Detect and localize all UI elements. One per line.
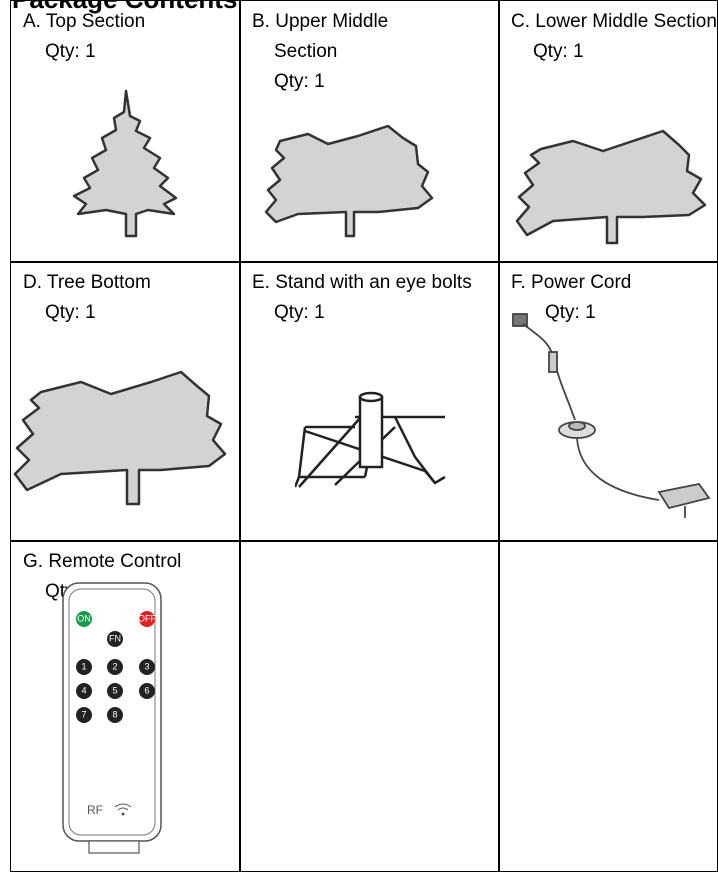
empty-cell [239, 540, 500, 872]
button-label: 3 [144, 661, 149, 671]
rf-label: RF [87, 803, 103, 817]
button-label: FN [109, 633, 121, 643]
button-label: 5 [112, 685, 117, 695]
label: F. Power Cord [511, 272, 632, 293]
cell-text: D. Tree Bottom Qty: 1 [23, 268, 151, 328]
button-label: OFF [138, 613, 156, 623]
remote-icon: ON OFF FN 1 2 3 4 5 6 7 8 RF [62, 582, 162, 854]
power-cord-icon [512, 313, 711, 518]
cell-text: B. Upper Middle Section Qty: 1 [252, 7, 454, 97]
top-section-icon [72, 89, 178, 238]
label: D. Tree Bottom [23, 272, 151, 293]
cell-text: F. Power Cord Qty: 1 [511, 268, 718, 328]
label: C. Lower Middle Section [511, 11, 717, 32]
button-label: 4 [81, 685, 86, 695]
qty: Qty: 1 [533, 41, 584, 62]
button-label: 1 [81, 661, 86, 671]
label: B. Upper Middle Section [252, 11, 389, 62]
button-label: 6 [144, 685, 149, 695]
cell-text: C. Lower Middle Section Qty: 1 [511, 7, 718, 67]
qty: Qty: 1 [274, 302, 325, 323]
title: Package Contents [12, 0, 237, 15]
empty-cell [498, 540, 718, 872]
qty: Qty: 1 [274, 71, 325, 92]
label: E. Stand with an eye bolts [252, 272, 472, 293]
label: A. Top Section [23, 11, 146, 32]
cell: A. Top Section Qty: 1 [10, 0, 241, 263]
cell-text: E. Stand with an eye bolts Qty: 1 [252, 268, 484, 328]
button-label: 2 [112, 661, 117, 671]
cell-text: A. Top Section Qty: 1 [23, 7, 145, 67]
cell: F. Power Cord Qty: 1 [498, 261, 718, 542]
cell: D. Tree Bottom Qty: 1 [10, 261, 241, 542]
qty: Qty: 1 [545, 302, 596, 323]
tree-bottom-icon [13, 370, 227, 506]
button-label: ON [77, 613, 91, 623]
button-label: 8 [112, 709, 117, 719]
lower-middle-icon [515, 129, 707, 245]
label: G. Remote Control [23, 551, 182, 572]
button-label: 7 [81, 709, 86, 719]
cell: B. Upper Middle Section Qty: 1 [239, 0, 500, 263]
stand-icon [295, 391, 446, 488]
qty: Qty: 1 [45, 41, 96, 62]
cell: C. Lower Middle Section Qty: 1 [498, 0, 718, 263]
upper-middle-icon [264, 124, 434, 238]
cell: E. Stand with an eye bolts Qty: 1 [239, 261, 500, 542]
qty: Qty: 1 [45, 302, 96, 323]
